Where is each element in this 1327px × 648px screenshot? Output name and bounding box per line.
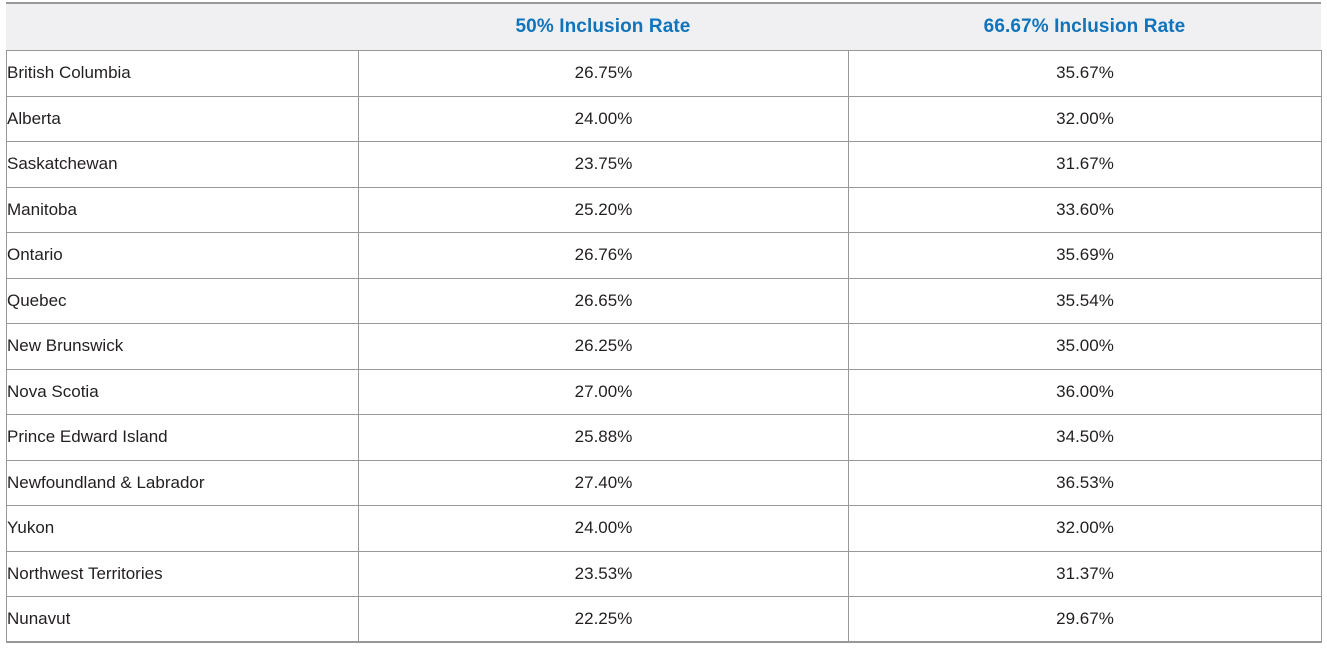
table-row: Manitoba 25.20% 33.60% xyxy=(6,186,1322,233)
header-50-inclusion-rate: 50% Inclusion Rate xyxy=(515,16,691,37)
region-cell: Quebec xyxy=(6,277,359,324)
rate-50-cell: 26.76% xyxy=(358,232,849,279)
region-cell: Saskatchewan xyxy=(6,141,359,188)
table-row: New Brunswick 26.25% 35.00% xyxy=(6,323,1322,370)
rate-6667-cell: 36.53% xyxy=(848,459,1322,506)
rate-50-cell: 24.00% xyxy=(358,505,849,552)
table-row: Alberta 24.00% 32.00% xyxy=(6,95,1322,142)
rate-6667-cell: 35.54% xyxy=(848,277,1322,324)
rate-50-cell: 26.25% xyxy=(358,323,849,370)
region-cell: Ontario xyxy=(6,232,359,279)
rate-6667-cell: 35.69% xyxy=(848,232,1322,279)
table-body: British Columbia 26.75% 35.67% Alberta 24.00… xyxy=(6,50,1322,643)
region-cell: Newfoundland & Labrador xyxy=(6,459,359,506)
table-row: Nova Scotia 27.00% 36.00% xyxy=(6,368,1322,415)
rate-50-cell: 23.53% xyxy=(358,550,849,597)
rate-50-cell: 27.00% xyxy=(358,368,849,415)
inclusion-rates-table: British Columbia 26.75% 35.67% Alberta 24.00… xyxy=(6,50,1322,643)
rate-50-cell: 22.25% xyxy=(358,596,849,643)
rate-50-cell: 27.40% xyxy=(358,459,849,506)
table-row: Yukon 24.00% 32.00% xyxy=(6,505,1322,552)
rate-6667-cell: 31.67% xyxy=(848,141,1322,188)
rate-6667-cell: 34.50% xyxy=(848,414,1322,461)
table-row: Northwest Territories 23.53% 31.37% xyxy=(6,550,1322,597)
region-cell: Nova Scotia xyxy=(6,368,359,415)
region-cell: Manitoba xyxy=(6,186,359,233)
table-row: Saskatchewan 23.75% 31.67% xyxy=(6,141,1322,188)
region-cell: Nunavut xyxy=(6,596,359,643)
rate-6667-cell: 35.00% xyxy=(848,323,1322,370)
rate-6667-cell: 32.00% xyxy=(848,95,1322,142)
region-cell: Prince Edward Island xyxy=(6,414,359,461)
region-cell: British Columbia xyxy=(6,50,359,97)
table-row: Quebec 26.65% 35.54% xyxy=(6,277,1322,324)
table-row: Nunavut 22.25% 29.67% xyxy=(6,596,1322,643)
rate-6667-cell: 33.60% xyxy=(848,186,1322,233)
rate-6667-cell: 35.67% xyxy=(848,50,1322,97)
rate-50-cell: 26.65% xyxy=(358,277,849,324)
region-cell: New Brunswick xyxy=(6,323,359,370)
rate-50-cell: 25.20% xyxy=(358,186,849,233)
table-row: Newfoundland & Labrador 27.40% 36.53% xyxy=(6,459,1322,506)
region-cell: Alberta xyxy=(6,95,359,142)
header-6667-inclusion-rate: 66.67% Inclusion Rate xyxy=(983,16,1186,37)
rate-50-cell: 23.75% xyxy=(358,141,849,188)
rate-6667-cell: 36.00% xyxy=(848,368,1322,415)
rate-50-cell: 24.00% xyxy=(358,95,849,142)
rate-6667-cell: 32.00% xyxy=(848,505,1322,552)
region-cell: Northwest Territories xyxy=(6,550,359,597)
rate-6667-cell: 29.67% xyxy=(848,596,1322,643)
rate-50-cell: 26.75% xyxy=(358,50,849,97)
rate-50-cell: 25.88% xyxy=(358,414,849,461)
table-row: Ontario 26.76% 35.69% xyxy=(6,232,1322,279)
region-cell: Yukon xyxy=(6,505,359,552)
table-header-row: 50% Inclusion Rate 66.67% Inclusion Rate xyxy=(6,2,1321,50)
table-row: Prince Edward Island 25.88% 34.50% xyxy=(6,414,1322,461)
rate-6667-cell: 31.37% xyxy=(848,550,1322,597)
table-row: British Columbia 26.75% 35.67% xyxy=(6,50,1322,97)
